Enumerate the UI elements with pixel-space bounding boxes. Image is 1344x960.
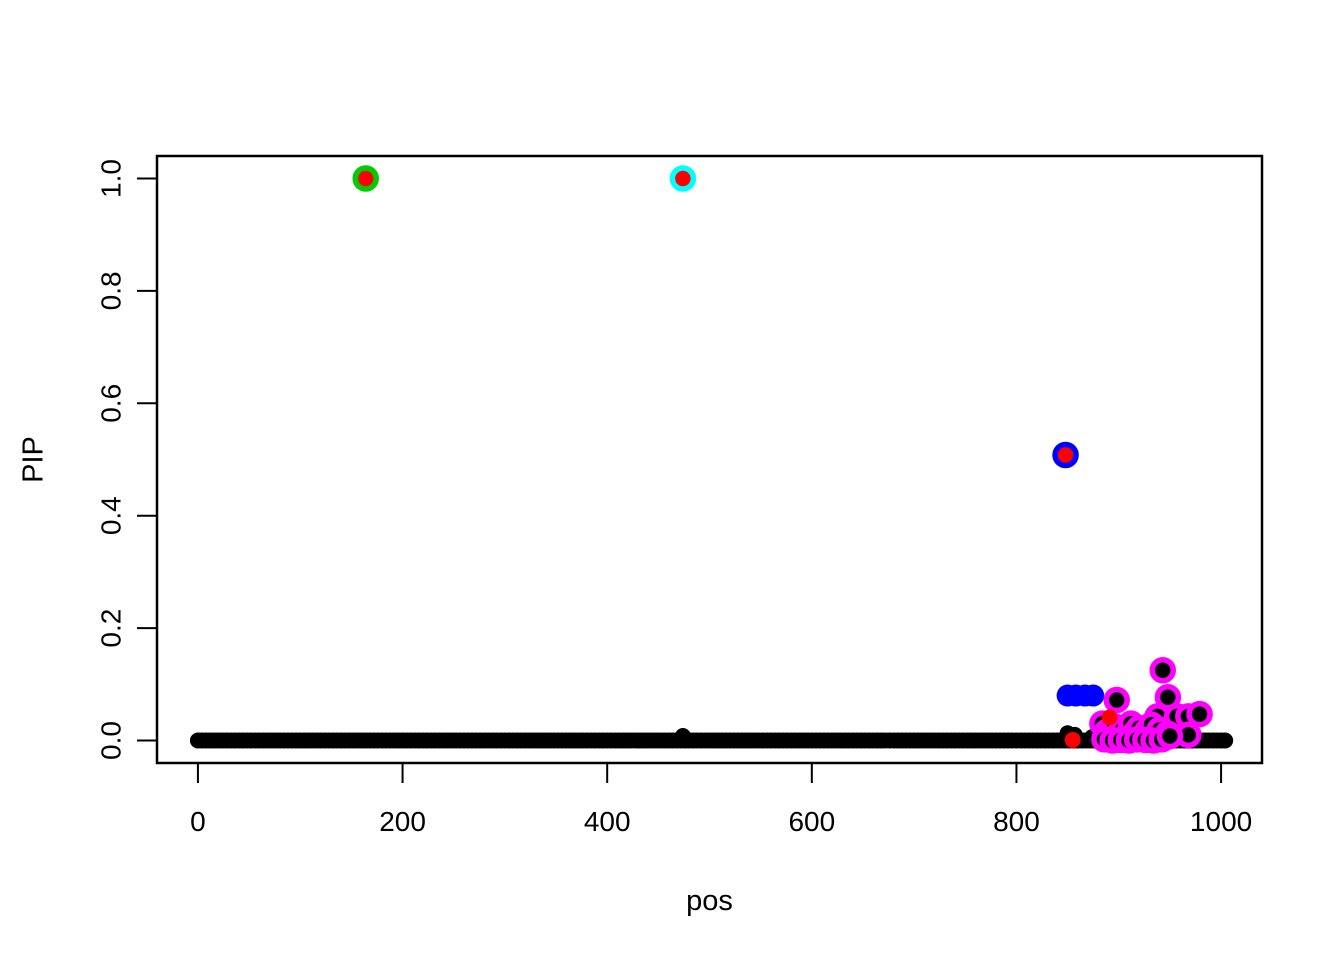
- cs-ring-magenta-credible-set-ringed-center: [1180, 726, 1197, 743]
- x-axis-tick-label: 400: [584, 806, 631, 837]
- x-axis-tick-label: 0: [190, 806, 206, 837]
- x-axis-tick-label: 800: [993, 806, 1040, 837]
- cs-ring-magenta-credible-set-ringed-center: [1159, 689, 1176, 706]
- cs-ring-magenta-credible-set-ringed-center: [1161, 728, 1178, 745]
- cs-ring-magenta-credible-set-ringed: [1103, 686, 1130, 714]
- data-point-true-effect-red-points: [1064, 731, 1081, 748]
- y-axis-tick-label: 0.8: [95, 271, 126, 310]
- cs-ring-blue-credible-set-ring: [1052, 441, 1079, 469]
- plot-border-box: [155, 154, 1264, 765]
- data-point-true-effect-red-points: [1101, 709, 1118, 726]
- y-axis-title: PIP: [18, 436, 50, 483]
- data-point-true-effect-red-points: [674, 170, 691, 187]
- x-axis-tick-label: 1000: [1190, 806, 1252, 837]
- y-axis-tick-label: 1.0: [95, 159, 126, 198]
- data-point-true-effect-red-points: [357, 170, 374, 187]
- cs-ring-magenta-credible-set-ringed: [1156, 722, 1184, 750]
- y-axis-tick-label: 0.4: [95, 496, 126, 535]
- cs-ring-magenta-credible-set-ringed-center: [1191, 706, 1208, 723]
- cs-ring-green-credible-set-ring: [352, 165, 379, 192]
- data-point-true-effect-red-points: [1057, 447, 1074, 464]
- cs-ring-magenta-credible-set-ringed: [1186, 700, 1213, 728]
- data-point-all-variants-black: [674, 728, 691, 745]
- y-axis-tick-label: 0.0: [95, 721, 126, 760]
- cs-ring-magenta-credible-set-ringed: [1149, 657, 1177, 684]
- x-axis-title: pos: [686, 885, 733, 917]
- data-point-all-variants-black: [1217, 732, 1234, 749]
- x-axis-tick-label: 600: [788, 806, 835, 837]
- cs-ring-magenta-credible-set-ringed-center: [1154, 662, 1171, 679]
- cs-ring-cyan-credible-set-ring: [669, 165, 697, 192]
- x-axis-tick-label: 200: [379, 806, 426, 837]
- data-point-blue-credible-set-cluster: [1082, 684, 1105, 707]
- y-axis-tick-label: 0.2: [95, 609, 126, 648]
- y-axis-tick-label: 0.6: [95, 384, 126, 423]
- cs-ring-magenta-credible-set-ringed-center: [1108, 692, 1125, 709]
